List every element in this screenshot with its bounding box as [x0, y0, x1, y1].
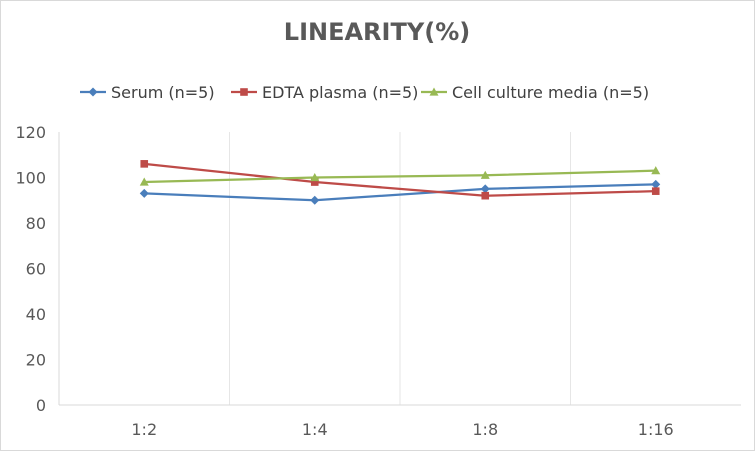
x-tick-label: 1:2 — [131, 420, 157, 439]
y-tick-label: 100 — [15, 169, 46, 188]
data-point — [651, 179, 661, 189]
legend-marker — [429, 87, 439, 96]
series — [139, 179, 661, 205]
y-tick-label: 0 — [36, 396, 46, 415]
data-point — [140, 160, 149, 168]
data-point — [139, 188, 149, 198]
data-point — [310, 178, 319, 186]
series-line — [144, 183, 656, 202]
chart-title: LINEARITY(%) — [284, 18, 470, 46]
legend-marker — [240, 88, 248, 96]
legend-label: Serum (n=5) — [111, 83, 215, 102]
series — [139, 166, 661, 186]
y-tick-label: 80 — [26, 214, 46, 233]
data-point — [481, 191, 490, 200]
legend: Serum (n=5) EDTA plasma (n=5) Cell culture… — [80, 83, 649, 102]
data-point — [139, 177, 149, 186]
data-point — [310, 173, 320, 182]
data-point — [651, 187, 660, 195]
data-point — [651, 166, 661, 175]
data-point — [310, 195, 320, 205]
series-line — [144, 169, 656, 184]
y-tick-label: 40 — [26, 305, 46, 324]
x-tick-label: 1:16 — [638, 420, 674, 439]
x-axis: 1:2 1:4 1:8 1:16 — [59, 404, 741, 439]
x-tick-label: 1:4 — [302, 420, 328, 439]
y-tick-label: 60 — [26, 260, 46, 279]
y-tick-label: 20 — [26, 351, 46, 370]
y-tick-label: 120 — [15, 123, 46, 142]
legend-label: EDTA plasma (n=5) — [262, 83, 418, 102]
data-point — [480, 170, 490, 179]
x-tick-label: 1:8 — [472, 420, 498, 439]
series-group — [139, 160, 661, 205]
legend-marker — [88, 87, 98, 97]
legend-label: Cell culture media (n=5) — [452, 83, 649, 102]
series-line — [144, 162, 656, 197]
data-point — [480, 184, 490, 194]
grid-lines — [229, 132, 571, 405]
series — [140, 160, 660, 200]
y-axis: 0 20 40 60 80 100 120 — [15, 123, 60, 415]
